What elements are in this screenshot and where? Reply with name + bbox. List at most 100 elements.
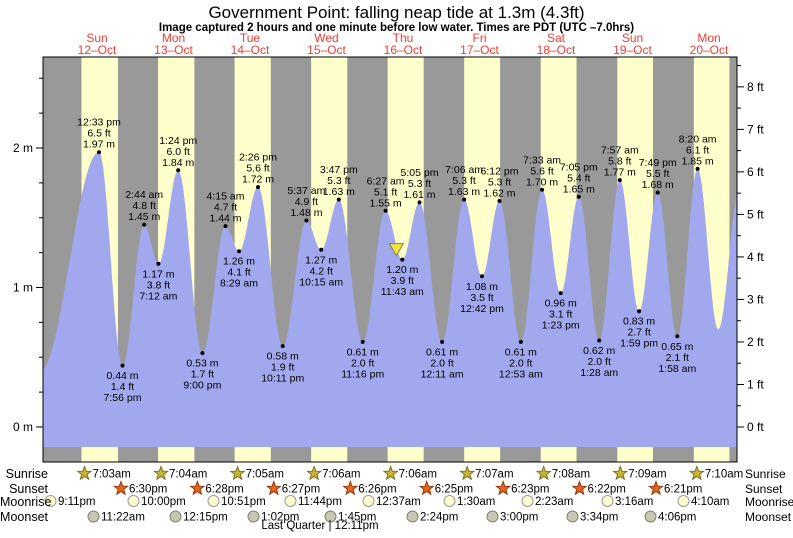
- low-tide-label: 9:00 pm: [183, 380, 221, 392]
- low-tide-label: 2.0 ft: [351, 357, 374, 369]
- high-tide-label: 2:26 pm: [239, 152, 277, 164]
- low-tide-label: 4.1 ft: [227, 267, 250, 279]
- tide-extreme-dot: [360, 339, 365, 344]
- low-tide-label: 1.7 ft: [191, 369, 214, 381]
- tide-extreme-dot: [597, 338, 602, 343]
- high-tide-label: 1.45 m: [128, 211, 160, 223]
- low-tide-label: 3.8 ft: [147, 279, 170, 291]
- tide-extreme-dot: [237, 249, 241, 254]
- tide-extreme-dot: [695, 166, 700, 171]
- high-tide-label: 1.85 m: [682, 155, 714, 167]
- high-tide-label: 1.65 m: [563, 183, 595, 195]
- day-label: Sun 12–Oct: [77, 31, 117, 57]
- moonrise-time: 10:00pm: [141, 496, 186, 508]
- high-tide-label: 5.4 ft: [567, 172, 590, 184]
- right-axis-label: 8 ft: [747, 80, 764, 94]
- high-tide-label: 1.68 m: [642, 179, 674, 191]
- high-tide-label: 1.97 m: [83, 139, 115, 151]
- tide-extreme-dot: [655, 190, 660, 195]
- high-tide-label: 4.9 ft: [295, 196, 318, 208]
- moonrise-time: 12:37am: [376, 496, 421, 508]
- tide-extreme-dot: [576, 194, 581, 199]
- low-tide-label: 11:16 pm: [341, 368, 384, 380]
- low-tide-label: 0.61 m: [505, 346, 537, 358]
- high-tide-label: 7:49 pm: [639, 157, 677, 169]
- low-tide-label: 12:53 am: [499, 368, 543, 380]
- high-tide-label: 7:33 am: [523, 154, 561, 166]
- high-tide-label: 4.8 ft: [133, 200, 156, 212]
- moonset-icon: [566, 510, 579, 523]
- sunrise-star-icon: [76, 465, 93, 481]
- sunrise-star-icon: [153, 465, 170, 481]
- day-label: Fri 17–Oct: [460, 31, 499, 57]
- moonset-row-label-left: Moonset: [0, 510, 48, 524]
- moonset-icon: [87, 510, 100, 523]
- low-tide-label: 0.96 m: [545, 298, 577, 310]
- tide-extreme-dot: [200, 351, 205, 356]
- low-tide-label: 0.83 m: [623, 316, 655, 328]
- sunset-star-icon: [189, 480, 206, 496]
- tide-extreme-dot: [142, 222, 147, 227]
- tide-extreme-dot: [497, 199, 502, 203]
- low-tide-label: 1.26 m: [223, 256, 255, 268]
- sunrise-time: 7:05am: [246, 469, 284, 481]
- sunset-star-icon: [265, 480, 282, 496]
- high-tide-label: 5.3 ft: [452, 175, 475, 187]
- high-tide-label: 5.3 ft: [488, 177, 511, 189]
- right-axis-label: 1 ft: [747, 377, 764, 391]
- high-tide-label: 1.84 m: [162, 157, 194, 169]
- low-tide-label: 12:42 pm: [460, 303, 504, 315]
- sunrise-time: 7:06am: [399, 469, 437, 481]
- tide-extreme-dot: [120, 363, 125, 368]
- right-axis-label: 7 ft: [747, 122, 764, 136]
- high-tide-label: 7:57 am: [601, 145, 639, 157]
- sunset-time: 6:28pm: [205, 484, 243, 496]
- moonrise-icon: [521, 495, 534, 507]
- tide-extreme-dot: [280, 344, 285, 349]
- day-label: Sun 19–Oct: [613, 31, 652, 57]
- high-tide-label: 3:47 pm: [320, 164, 358, 176]
- high-tide-label: 6:12 pm: [481, 166, 519, 178]
- high-tide-label: 6:27 am: [367, 175, 405, 187]
- tide-extreme-dot: [540, 187, 545, 192]
- high-tide-label: 5:05 pm: [401, 167, 439, 179]
- low-tide-label: 12:11 am: [421, 368, 464, 380]
- high-tide-label: 1.62 m: [483, 188, 515, 200]
- sunset-row-label-left: Sunset: [9, 482, 48, 496]
- sunrise-star-icon: [382, 465, 399, 481]
- high-tide-label: 5.6 ft: [530, 165, 553, 177]
- tide-extreme-dot: [156, 261, 161, 266]
- moonrise-icon: [443, 495, 456, 507]
- tide-extreme-dot: [400, 257, 405, 262]
- high-tide-label: 6.5 ft: [87, 128, 110, 140]
- low-tide-label: 1:28 am: [580, 367, 618, 379]
- tide-extreme-dot: [558, 291, 563, 296]
- low-tide-label: 10:11 pm: [261, 373, 304, 385]
- high-tide-label: 8:20 am: [679, 133, 717, 145]
- high-tide-label: 7:06 am: [445, 164, 483, 176]
- low-tide-label: 1.17 m: [142, 268, 174, 280]
- low-tide-label: 11:43 am: [381, 286, 424, 298]
- tide-extreme-dot: [617, 178, 622, 183]
- tide-extreme-dot: [480, 274, 484, 279]
- moonset-icon: [406, 510, 419, 523]
- high-tide-label: 5:37 am: [287, 185, 325, 197]
- low-tide-label: 0.65 m: [661, 341, 693, 353]
- low-tide-label: 3.9 ft: [391, 275, 414, 287]
- high-tide-label: 1.77 m: [604, 167, 636, 179]
- low-tide-label: 1.27 m: [305, 254, 337, 266]
- moonset-time: 1:02pm: [261, 512, 299, 524]
- moonrise-time: 3:16am: [615, 496, 653, 508]
- low-tide-label: 2.0 ft: [588, 356, 611, 368]
- moonrise-time: 4:10am: [691, 496, 729, 508]
- tide-extreme-dot: [637, 309, 642, 314]
- moonset-time: 2:24pm: [420, 512, 458, 524]
- high-tide-label: 6.1 ft: [686, 144, 709, 156]
- moonset-time: 1:45pm: [338, 512, 376, 524]
- tide-extreme-dot: [336, 197, 341, 202]
- current-time-marker-icon: [388, 243, 405, 257]
- moonrise-icon: [44, 495, 57, 507]
- high-tide-label: 1.63 m: [323, 186, 355, 198]
- tide-extreme-dot: [319, 247, 324, 252]
